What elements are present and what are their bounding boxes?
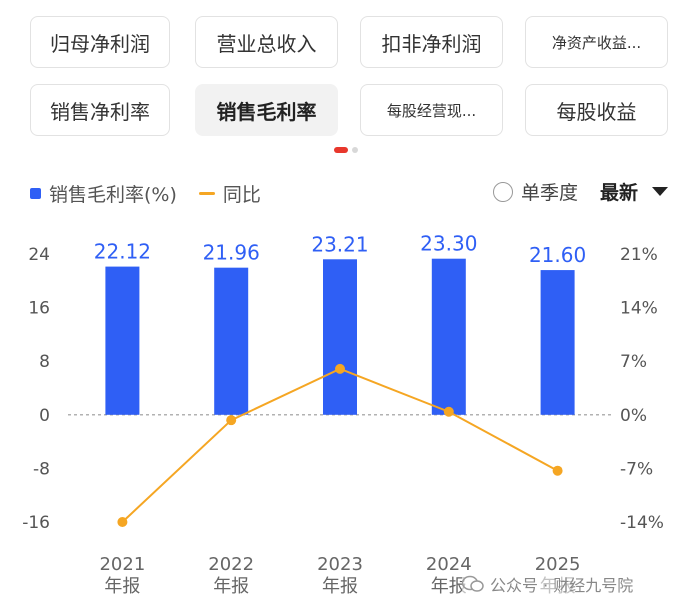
yoy-point xyxy=(552,465,563,476)
tab-5[interactable]: 销售净利率 xyxy=(30,84,170,136)
sort-dropdown-label[interactable]: 最新 xyxy=(599,182,638,204)
bar-legend-swatch xyxy=(30,188,41,199)
bar-value-label: 23.21 xyxy=(311,232,368,256)
page-dot-active[interactable] xyxy=(334,147,348,153)
right-axis-tick: -14% xyxy=(620,513,664,533)
right-axis-tick: 21% xyxy=(620,245,658,265)
left-axis-tick: 8 xyxy=(39,352,50,372)
line-legend-swatch xyxy=(198,192,215,195)
left-axis-tick: 0 xyxy=(39,406,50,426)
tab-3[interactable]: 扣非净利润 xyxy=(360,16,503,68)
x-axis-type-label: 年报 xyxy=(431,576,467,597)
page-dot[interactable] xyxy=(352,147,358,153)
chart-controls: 单季度 最新 xyxy=(492,178,668,205)
tab-2[interactable]: 营业总收入 xyxy=(195,16,338,68)
right-axis-tick: 14% xyxy=(620,299,658,319)
x-axis-year-label: 2023 xyxy=(317,554,363,575)
bar xyxy=(105,266,140,415)
bar xyxy=(323,259,357,415)
tab-7[interactable]: 每股经营现... xyxy=(360,84,503,136)
bar xyxy=(431,258,466,415)
x-axis-year-label: 2024 xyxy=(426,554,472,575)
right-axis-tick: 0% xyxy=(620,406,647,426)
bar xyxy=(214,267,249,415)
x-axis-year-label: 2021 xyxy=(99,554,145,575)
chart-legend: 销售毛利率(%) 同比 xyxy=(30,180,261,207)
tab-4[interactable]: 净资产收益... xyxy=(525,16,668,68)
bar-value-label: 21.60 xyxy=(529,243,586,267)
x-axis-type-label: 年报 xyxy=(322,576,358,597)
caret-down-icon[interactable] xyxy=(652,187,668,196)
tab-1[interactable]: 归母净利润 xyxy=(30,16,170,68)
yoy-point xyxy=(335,363,345,374)
left-axis-tick: 24 xyxy=(28,245,50,265)
x-axis-type-label: 年报 xyxy=(104,576,140,597)
wechat-icon xyxy=(462,575,484,592)
single-quarter-radio[interactable] xyxy=(492,181,513,202)
x-axis-type-label: 年报 xyxy=(213,576,249,597)
watermark: 公众号 · 财经九号院 xyxy=(462,572,634,596)
yoy-point xyxy=(226,415,237,426)
page-indicator xyxy=(334,147,358,153)
right-axis-tick: -7% xyxy=(620,459,653,479)
bar-value-label: 22.12 xyxy=(94,240,151,264)
single-quarter-label[interactable]: 单季度 xyxy=(520,182,578,204)
gross-margin-chart: 24 16 8 0 -8 -16 21% 14% 7% 0% -7% -14% 22.12 21.96 23… xyxy=(22,232,664,597)
bar-value-label: 21.96 xyxy=(203,241,260,265)
tab-6[interactable]: 销售毛利率 xyxy=(195,84,338,136)
left-axis-tick: -8 xyxy=(33,459,50,479)
watermark-text: 公众号 · 财经九号院 xyxy=(490,576,634,595)
x-axis-year-label: 2025 xyxy=(535,554,581,575)
bar xyxy=(540,270,575,415)
x-axis-year-label: 2022 xyxy=(208,554,254,575)
line-legend-label: 同比 xyxy=(222,184,261,206)
yoy-point xyxy=(443,406,454,417)
left-axis-tick: -16 xyxy=(22,513,50,533)
left-axis-tick: 16 xyxy=(28,299,50,319)
bar-value-label: 23.30 xyxy=(420,232,477,256)
tab-8[interactable]: 每股收益 xyxy=(525,84,668,136)
yoy-point xyxy=(117,517,128,527)
right-axis-tick: 7% xyxy=(620,352,647,372)
bar-legend-label: 销售毛利率(%) xyxy=(49,184,177,206)
